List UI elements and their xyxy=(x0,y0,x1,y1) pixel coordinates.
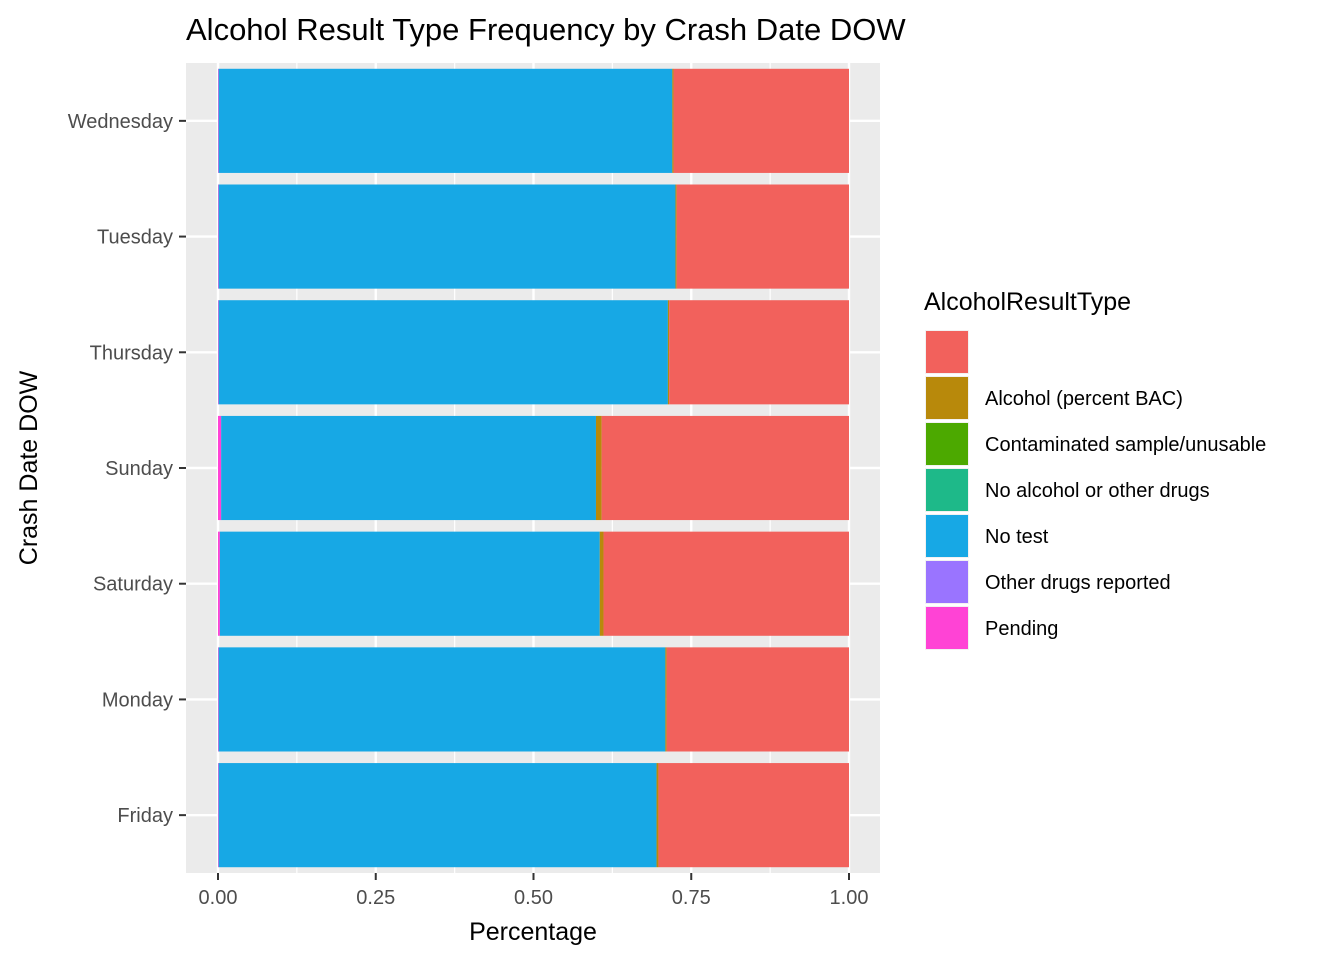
bar-segment xyxy=(218,763,219,868)
bar-segment xyxy=(218,300,668,405)
y-tick-label: Wednesday xyxy=(68,111,173,133)
bar-segment xyxy=(599,531,604,636)
legend-label: Contaminated sample/unusable xyxy=(985,434,1266,456)
bar-segment xyxy=(218,531,220,636)
legend-swatch xyxy=(926,377,968,419)
x-tick-label: 0.25 xyxy=(356,887,395,909)
legend: Alcohol (percent BAC) Contaminated sample… xyxy=(925,330,1266,650)
legend-label: No alcohol or other drugs xyxy=(985,480,1210,502)
bar-segment xyxy=(665,647,667,752)
x-tick-label: 0.50 xyxy=(514,887,553,909)
legend-label: Pending xyxy=(985,618,1058,640)
bar-segment xyxy=(218,647,666,752)
bar-segment xyxy=(221,415,596,521)
y-tick-label: Saturday xyxy=(93,574,173,596)
y-tick-label: Friday xyxy=(117,805,173,827)
bar-segment xyxy=(218,763,657,868)
bar-segment xyxy=(218,68,673,173)
bar-segment xyxy=(672,68,674,173)
bar-segment xyxy=(595,415,602,521)
bar-segment xyxy=(601,415,849,521)
y-tick-label: Tuesday xyxy=(97,227,173,249)
y-tick-label: Sunday xyxy=(105,458,173,480)
legend-swatch xyxy=(926,331,968,373)
bar-segment xyxy=(218,184,219,289)
x-tick-label: 0.00 xyxy=(199,887,238,909)
legend-swatch xyxy=(926,423,968,465)
x-tick-label: 0.75 xyxy=(672,887,711,909)
bar-segment xyxy=(669,300,849,405)
legend-label: Other drugs reported xyxy=(985,572,1171,594)
x-axis: 0.00 0.25 0.50 0.75 1.00 xyxy=(199,873,869,909)
bar-segment xyxy=(658,763,849,868)
bar-segment xyxy=(673,68,849,173)
bar-segment xyxy=(218,647,219,752)
bars xyxy=(218,68,849,868)
legend-title: AlcoholResultType xyxy=(924,288,1131,316)
legend-swatch xyxy=(926,515,968,557)
chart-title: Alcohol Result Type Frequency by Crash D… xyxy=(186,12,906,47)
bar-segment xyxy=(666,647,849,752)
x-tick-label: 1.00 xyxy=(830,887,869,909)
legend-label: No test xyxy=(985,526,1049,548)
x-axis-title: Percentage xyxy=(469,918,597,946)
bar-segment xyxy=(218,415,222,521)
legend-swatch xyxy=(926,607,968,649)
bar-segment xyxy=(603,531,849,636)
bar-segment xyxy=(218,300,219,405)
bar-segment xyxy=(219,531,600,636)
legend-swatch xyxy=(926,561,968,603)
legend-swatch xyxy=(926,469,968,511)
y-axis: Wednesday Tuesday Thursday Sunday Saturday Mo… xyxy=(68,111,186,827)
bar-segment xyxy=(675,184,677,289)
bar-segment xyxy=(218,68,219,173)
y-tick-label: Monday xyxy=(102,689,173,711)
bar-segment xyxy=(218,184,676,289)
y-tick-label: Thursday xyxy=(90,342,173,364)
legend-label: Alcohol (percent BAC) xyxy=(985,388,1183,410)
bar-segment xyxy=(676,184,849,289)
bar-segment xyxy=(656,763,659,868)
y-axis-title: Crash Date DOW xyxy=(15,370,43,565)
bar-segment xyxy=(667,300,670,405)
